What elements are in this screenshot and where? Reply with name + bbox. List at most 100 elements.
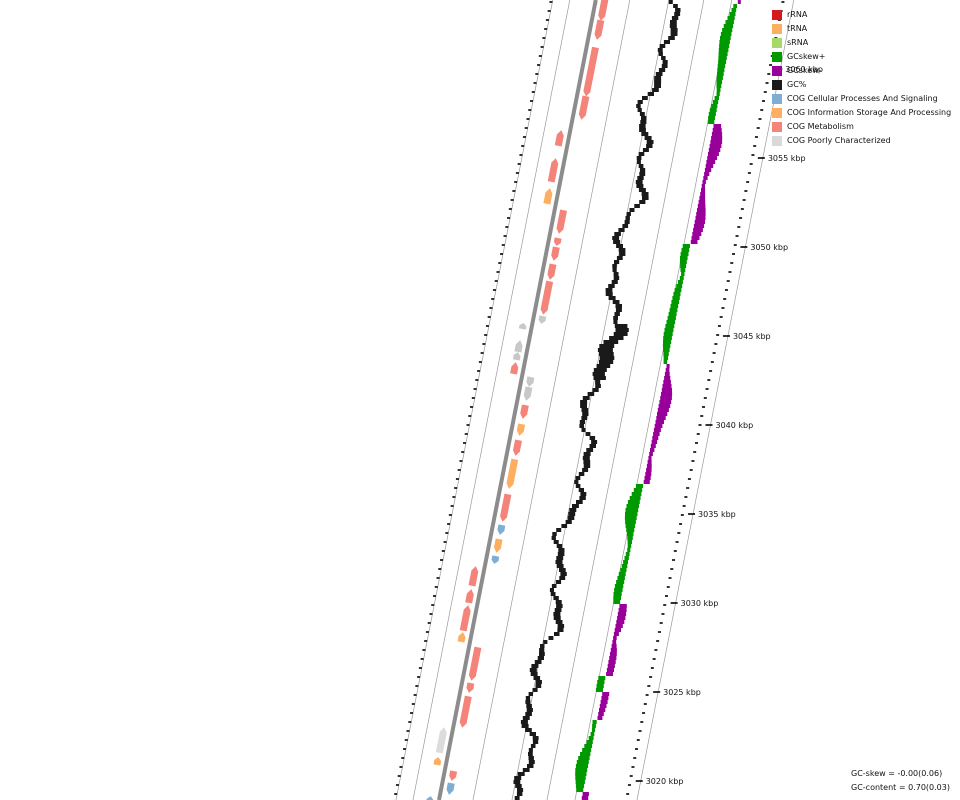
gc-skew-positive-bar [663, 340, 672, 344]
gc-skew-positive-bar [679, 276, 684, 280]
gc-skew-positive-bar [669, 308, 678, 312]
gene-arrow [547, 263, 557, 280]
gc-skew-negative-bar [643, 480, 650, 484]
gc-skew-negative-bar [661, 392, 673, 396]
gc-skew-positive-bar [679, 260, 687, 264]
gene-feature [512, 352, 521, 361]
gc-skew-negative-bar [710, 140, 723, 144]
gc-skew-positive-bar [711, 104, 718, 108]
gc-skew-positive-bar [664, 328, 674, 332]
gc-skew-positive-bar [680, 252, 689, 256]
gene-feature [520, 404, 529, 419]
gc-skew-positive-bar [626, 528, 635, 532]
gc-skew-positive-bar [663, 352, 669, 356]
gc-skew-positive-bar [627, 540, 632, 544]
gc-skew-negative-bar [600, 700, 608, 704]
gene-arrow [583, 46, 599, 97]
gc-skew-positive-bar [681, 272, 685, 276]
gc-skew-positive-bar [575, 768, 588, 772]
legend-label: sRNA [787, 38, 809, 47]
gene-arrow [425, 796, 434, 800]
gene-arrow [518, 323, 527, 330]
gc-skew-positive-bar [614, 584, 624, 588]
gc-skew-negative-bar [713, 124, 722, 128]
gene-feature [578, 95, 590, 120]
gc-skew-positive-bar [624, 516, 637, 520]
gc-skew-positive-bar [729, 12, 736, 16]
gc-skew-negative-bar [645, 472, 652, 476]
gc-skew-negative-bar [617, 612, 627, 616]
gene-arrow [512, 439, 522, 456]
gc-skew-positive-bar [708, 112, 716, 116]
stats: GC-skew = -0.00(0.06) GC-content = 0.70(… [851, 767, 950, 795]
gc-skew-positive-bar [708, 116, 715, 120]
gc-skew-positive-bar [718, 48, 729, 52]
gc-skew-negative-bar [702, 180, 706, 184]
gc-skew-positive-bar [578, 756, 590, 760]
gc-skew-positive-bar [614, 588, 623, 592]
gc-skew-positive-bar [586, 740, 593, 744]
gene-feature [518, 323, 527, 330]
gene-arrow [446, 782, 455, 795]
scale-ring: 3060 kbp 3055 kbp 3050 kbp 3045 kbp 3040 kbp… [394, 1, 823, 795]
gene-feature [425, 796, 434, 800]
legend-swatch [772, 38, 782, 48]
legend-item: GCskew+ [772, 50, 951, 64]
gc-skew-negative-bar [737, 0, 741, 4]
gc-skew-positive-bar [631, 492, 642, 496]
gc-skew-negative-bar [602, 692, 610, 696]
gene-arrow [459, 695, 472, 728]
gc-skew-positive-bar [588, 736, 594, 740]
gc-skew-positive-bar [625, 524, 636, 528]
gene-feature [583, 46, 599, 97]
gc-skew-negative-bar [654, 424, 663, 428]
gc-skew-negative-bar [607, 664, 615, 668]
tick-label: 3020 kbp [646, 777, 684, 786]
backbone [437, 0, 598, 800]
gc-skew-negative-bar [608, 660, 616, 664]
gc-skew-positive-bar [722, 28, 733, 32]
gc-skew-positive-bar [716, 92, 720, 96]
gc-skew-negative-bar [610, 648, 617, 652]
gc-skew-negative-bar [712, 128, 722, 132]
gc-skew-negative-bar [653, 428, 661, 432]
gc-skew-positive-bar [717, 64, 726, 68]
guide-ring [412, 0, 571, 800]
gc-skew-positive-bar [709, 108, 717, 112]
gene-feature [514, 340, 523, 353]
gc-skew-positive-bar [595, 688, 603, 692]
tick-label: 3050 kbp [750, 243, 788, 252]
gc-skew-negative-bar [610, 652, 617, 656]
gc-skew-negative-bar [662, 384, 672, 388]
gc-skew-negative-bar [660, 396, 672, 400]
gc-skew-positive-bar [597, 680, 605, 684]
gene-arrow [491, 555, 500, 564]
gc-skew-negative-bar [599, 704, 607, 708]
gc-skew-negative-bar [618, 608, 627, 612]
tick-label: 3055 kbp [768, 154, 806, 163]
gc-skew-positive-bar [670, 304, 679, 308]
gc-skew-positive-bar [674, 288, 682, 292]
gc-skew-negative-bar [698, 200, 706, 204]
gene-arrow [598, 0, 609, 21]
gc-skew-negative-bar [696, 212, 706, 216]
gene-arrow [538, 315, 547, 324]
feature-track [425, 0, 609, 800]
gc-skew-positive-bar [629, 496, 641, 500]
gc-skew-positive-bar [718, 52, 728, 56]
gene-feature [512, 439, 522, 456]
gc-skew-positive-bar [582, 748, 592, 752]
gc-skew-positive-bar [677, 280, 683, 284]
gc-skew-positive-bar [716, 76, 723, 80]
gc-skew-positive-bar [580, 752, 591, 756]
legend-swatch [772, 122, 782, 132]
gc-skew-positive-bar [626, 504, 639, 508]
legend-item: COG Metabolism [772, 120, 951, 134]
gc-skew-positive-bar [719, 40, 730, 44]
gene-arrow [449, 770, 458, 781]
gc-content-bars [511, 0, 681, 800]
gene-arrow [551, 246, 560, 261]
gc-skew-positive-bar [590, 732, 595, 736]
guide-ring [395, 0, 554, 800]
gene-feature [538, 315, 547, 324]
